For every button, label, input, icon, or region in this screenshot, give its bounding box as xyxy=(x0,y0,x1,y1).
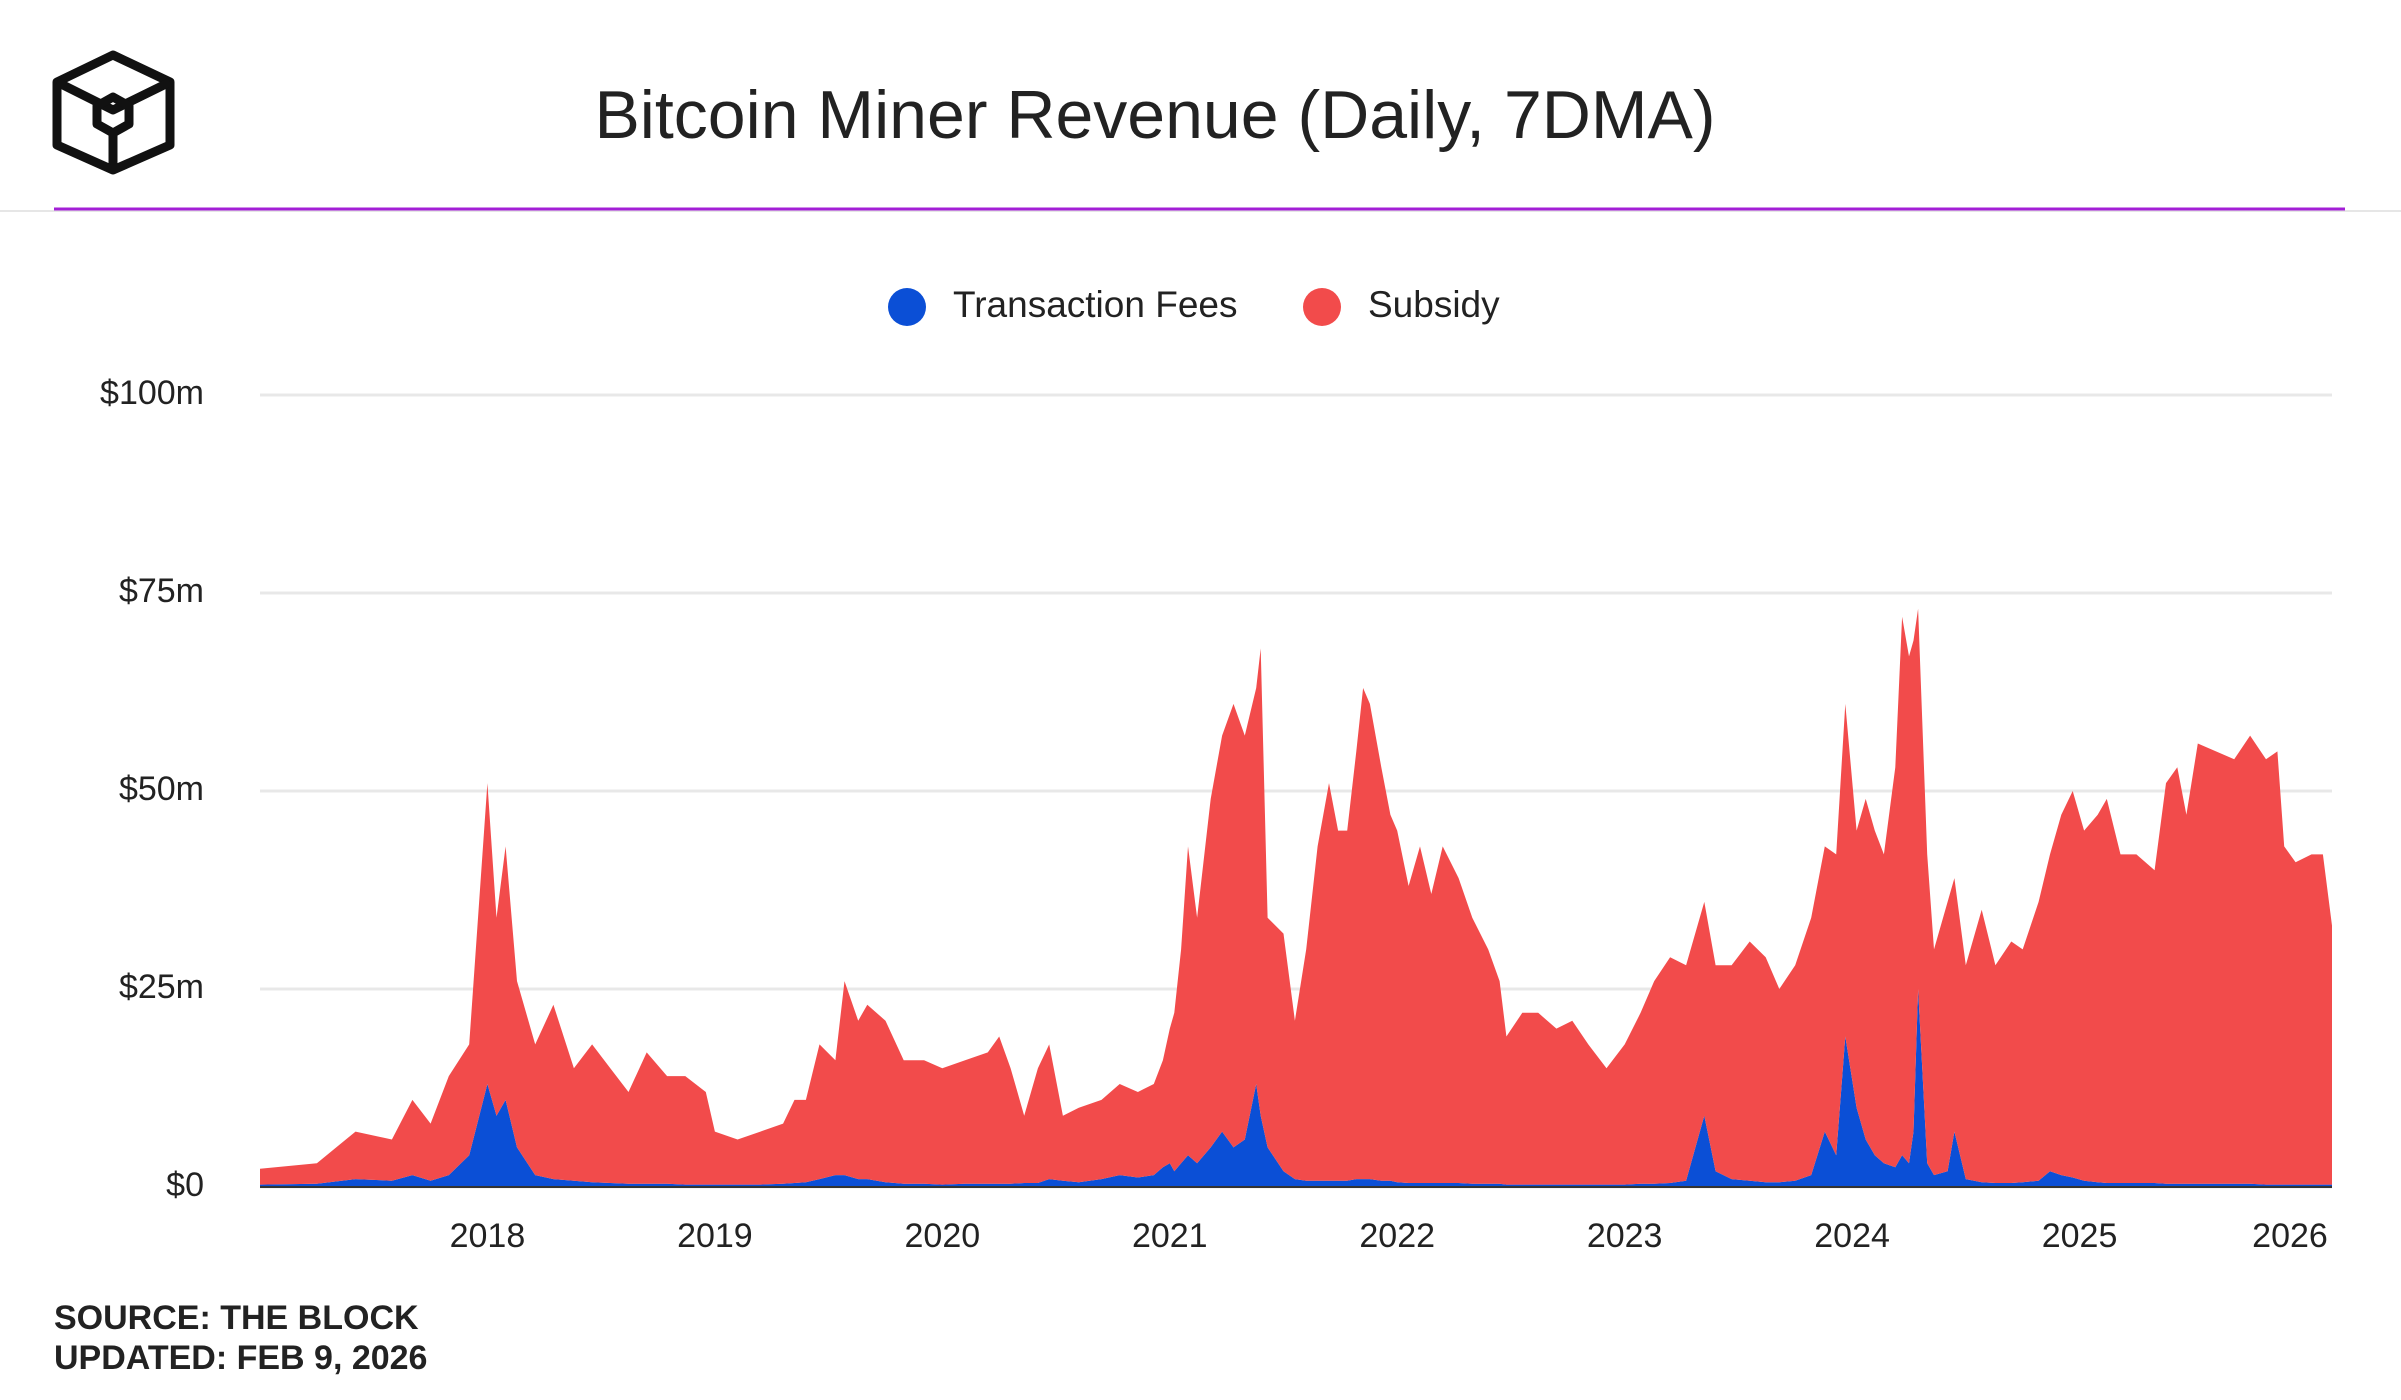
x-tick-label: 2021 xyxy=(1132,1217,1208,1255)
x-tick-label: 2025 xyxy=(2042,1217,2118,1255)
y-tick-label: $25m xyxy=(119,968,204,1006)
chart-title: Bitcoin Miner Revenue (Daily, 7DMA) xyxy=(594,77,1715,153)
source: SOURCE: THE BLOCK xyxy=(54,1299,419,1337)
x-tick-label: 2024 xyxy=(1814,1217,1890,1255)
logo xyxy=(52,50,175,175)
x-tick-label: 2022 xyxy=(1359,1217,1435,1255)
x-tick-label: 2020 xyxy=(905,1217,981,1255)
legend-marker xyxy=(888,288,926,326)
y-tick-label: $75m xyxy=(119,572,204,610)
legend-label: Subsidy xyxy=(1368,284,1500,325)
y-tick-label: $100m xyxy=(100,374,204,412)
legend-marker xyxy=(1303,288,1341,326)
x-tick-label: 2019 xyxy=(677,1217,753,1255)
updated: UPDATED: FEB 9, 2026 xyxy=(54,1339,427,1377)
area xyxy=(260,989,2332,1187)
legend-label: Transaction Fees xyxy=(953,284,1237,325)
x-tick-label: 2023 xyxy=(1587,1217,1663,1255)
y-tick-label: $50m xyxy=(119,770,204,808)
x-tick-label: 2018 xyxy=(450,1217,526,1255)
area xyxy=(260,608,2332,1185)
x-tick-label: 2026 xyxy=(2252,1217,2328,1255)
y-tick-label: $0 xyxy=(166,1166,204,1204)
